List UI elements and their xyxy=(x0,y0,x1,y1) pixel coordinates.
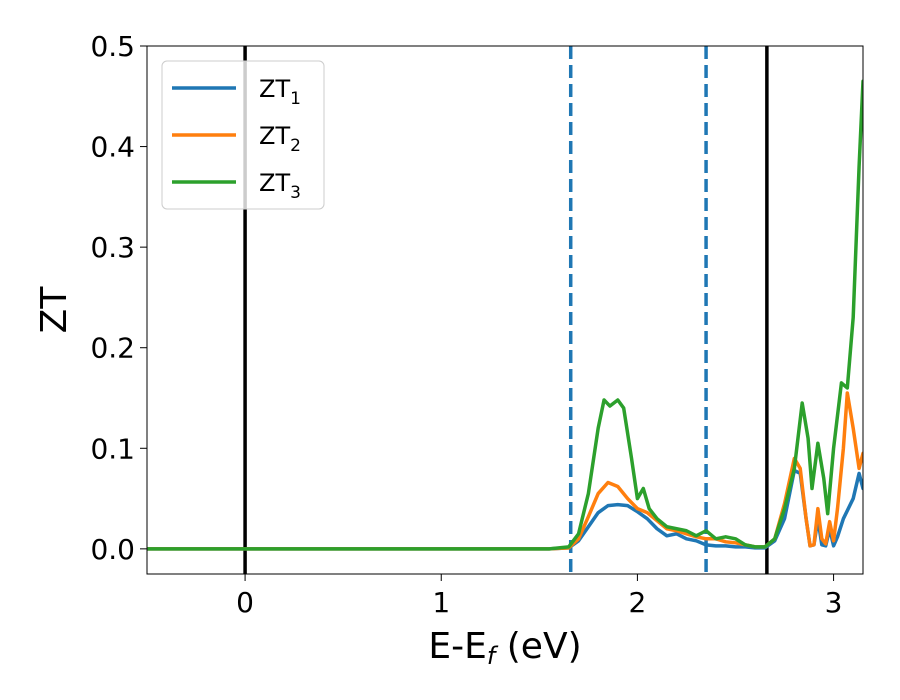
series-lines xyxy=(147,79,863,551)
series-line-2 xyxy=(147,391,863,551)
x-tick-label: 3 xyxy=(825,586,843,619)
x-tick-label: 1 xyxy=(432,586,450,619)
series-line-1 xyxy=(147,468,863,551)
legend-label-2: ZT2 xyxy=(259,122,301,156)
y-tick-label: 0.2 xyxy=(90,332,135,365)
y-tick-label: 0.5 xyxy=(90,30,135,63)
y-tick-label: 0.0 xyxy=(90,533,135,566)
y-axis-ticks: 0.0 0.1 0.2 0.3 0.4 0.5 xyxy=(90,30,147,566)
legend-box xyxy=(161,60,325,210)
legend-label-3: ZT3 xyxy=(259,169,301,203)
legend: ZT1 ZT2 ZT3 xyxy=(161,60,325,210)
y-tick-label: 0.1 xyxy=(90,432,135,465)
x-axis-ticks: 0 1 2 3 xyxy=(236,574,842,619)
x-tick-label: 2 xyxy=(628,586,646,619)
y-tick-label: 0.4 xyxy=(90,131,135,164)
y-tick-label: 0.3 xyxy=(90,231,135,264)
series-line-3 xyxy=(147,79,863,551)
plot-area-frame xyxy=(146,45,864,575)
x-tick-label: 0 xyxy=(236,586,254,619)
y-axis-label: ZT xyxy=(34,286,75,334)
legend-label-1: ZT1 xyxy=(259,75,301,109)
x-axis-label: E-Ef (eV) xyxy=(428,626,581,670)
